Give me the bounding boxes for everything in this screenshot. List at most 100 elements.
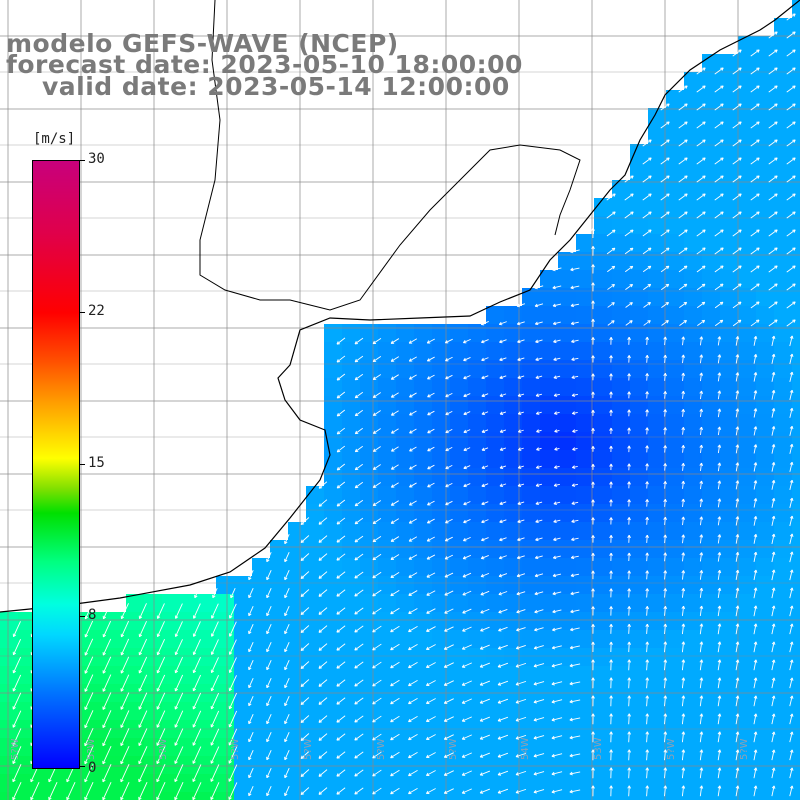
wind-speed-cell	[540, 756, 559, 775]
wind-arrow	[609, 535, 613, 543]
wind-speed-cell	[306, 756, 325, 775]
wind-speed-cell	[630, 774, 649, 793]
wind-arrow	[499, 537, 507, 542]
wind-arrow	[753, 480, 758, 490]
wind-speed-cell	[774, 756, 793, 775]
wind-arrow	[499, 357, 507, 362]
wind-arrow	[444, 608, 454, 614]
wind-speed-cell	[702, 270, 721, 289]
wind-arrow	[591, 446, 595, 452]
wind-speed-cell	[720, 108, 739, 127]
wind-arrow	[771, 713, 776, 725]
wind-arrow	[284, 624, 290, 635]
wind-speed-cell	[720, 414, 739, 433]
wind-arrow	[678, 103, 688, 111]
wind-speed-cell	[720, 288, 739, 307]
wind-speed-cell	[594, 720, 613, 739]
wind-speed-cell	[396, 450, 415, 469]
wind-arrow	[714, 319, 724, 327]
wind-speed-cell	[306, 612, 325, 631]
wind-speed-cell	[612, 288, 631, 307]
wind-arrow	[771, 731, 776, 743]
wind-speed-cell	[792, 720, 800, 739]
wind-arrow	[156, 674, 166, 692]
wind-speed-cell	[342, 702, 361, 721]
wind-arrow	[645, 606, 649, 616]
wind-arrow	[408, 374, 417, 380]
wind-arrow	[409, 482, 417, 488]
wind-arrow	[714, 265, 724, 273]
wind-speed-cell	[594, 234, 613, 253]
wind-arrow	[717, 480, 722, 490]
wind-speed-cell	[540, 648, 559, 667]
wind-speed-cell	[738, 54, 757, 73]
wind-arrow	[660, 175, 670, 183]
wind-arrow	[789, 785, 794, 797]
wind-arrow	[210, 782, 220, 800]
wind-speed-cell	[432, 558, 451, 577]
wind-arrow	[681, 749, 686, 761]
wind-speed-cell	[468, 378, 487, 397]
wind-arrow	[660, 139, 670, 147]
wind-arrow	[681, 641, 686, 653]
wind-arrow	[627, 749, 631, 761]
wind-speed-cell	[774, 450, 793, 469]
wind-speed-cell	[558, 540, 577, 559]
wind-arrow	[717, 534, 722, 544]
wind-arrow	[717, 408, 722, 418]
wind-arrow	[354, 679, 364, 687]
wind-arrow	[499, 501, 507, 506]
wind-speed-cell	[18, 774, 37, 793]
wind-speed-cell	[36, 774, 55, 793]
wind-speed-cell	[702, 612, 721, 631]
wind-speed-cell	[792, 630, 800, 649]
wind-speed-cell	[702, 216, 721, 235]
wind-speed-cell	[648, 486, 667, 505]
wind-arrow	[102, 602, 111, 620]
wind-speed-cell	[720, 216, 739, 235]
wind-speed-cell	[450, 648, 469, 667]
wind-arrow	[300, 751, 310, 759]
wind-speed-cell	[324, 720, 343, 739]
wind-arrow	[750, 211, 760, 219]
wind-arrow	[390, 554, 400, 560]
wind-speed-cell	[468, 630, 487, 649]
wind-arrow	[552, 609, 562, 614]
wind-speed-cell	[396, 612, 415, 631]
wind-speed-cell	[360, 360, 379, 379]
wind-arrow	[445, 482, 453, 488]
wind-speed-cell	[360, 594, 379, 613]
wind-speed-cell	[216, 576, 235, 595]
wind-arrow	[445, 447, 453, 452]
wind-speed-cell	[774, 18, 793, 37]
wind-speed-cell	[324, 612, 343, 631]
wind-arrow	[663, 516, 667, 525]
wind-arrow	[84, 745, 94, 765]
wind-speed-cell	[756, 180, 775, 199]
wind-arrow	[663, 427, 667, 435]
wind-speed-cell	[522, 630, 541, 649]
wind-speed-cell	[144, 594, 163, 613]
wind-speed-cell	[324, 630, 343, 649]
wind-arrow	[624, 247, 634, 255]
wind-speed-cell	[630, 342, 649, 361]
wind-arrow	[753, 713, 758, 725]
wind-speed-cell	[774, 324, 793, 343]
wind-speed-cell	[666, 270, 685, 289]
wind-arrow	[609, 695, 613, 707]
wind-speed-cell	[504, 468, 523, 487]
wind-speed-cell	[486, 486, 505, 505]
wind-speed-cell	[0, 612, 19, 631]
wind-arrow	[372, 356, 382, 363]
wind-arrow	[425, 698, 436, 704]
wind-arrow	[480, 555, 489, 560]
wind-speed-cell	[612, 576, 631, 595]
wind-arrow	[390, 572, 400, 579]
wind-arrow	[409, 410, 417, 416]
wind-speed-cell	[486, 432, 505, 451]
wind-arrow	[735, 659, 740, 671]
wind-arrow	[591, 677, 595, 689]
wind-arrow	[570, 627, 580, 632]
wind-speed-cell	[450, 738, 469, 757]
wind-speed-cell	[540, 324, 559, 343]
